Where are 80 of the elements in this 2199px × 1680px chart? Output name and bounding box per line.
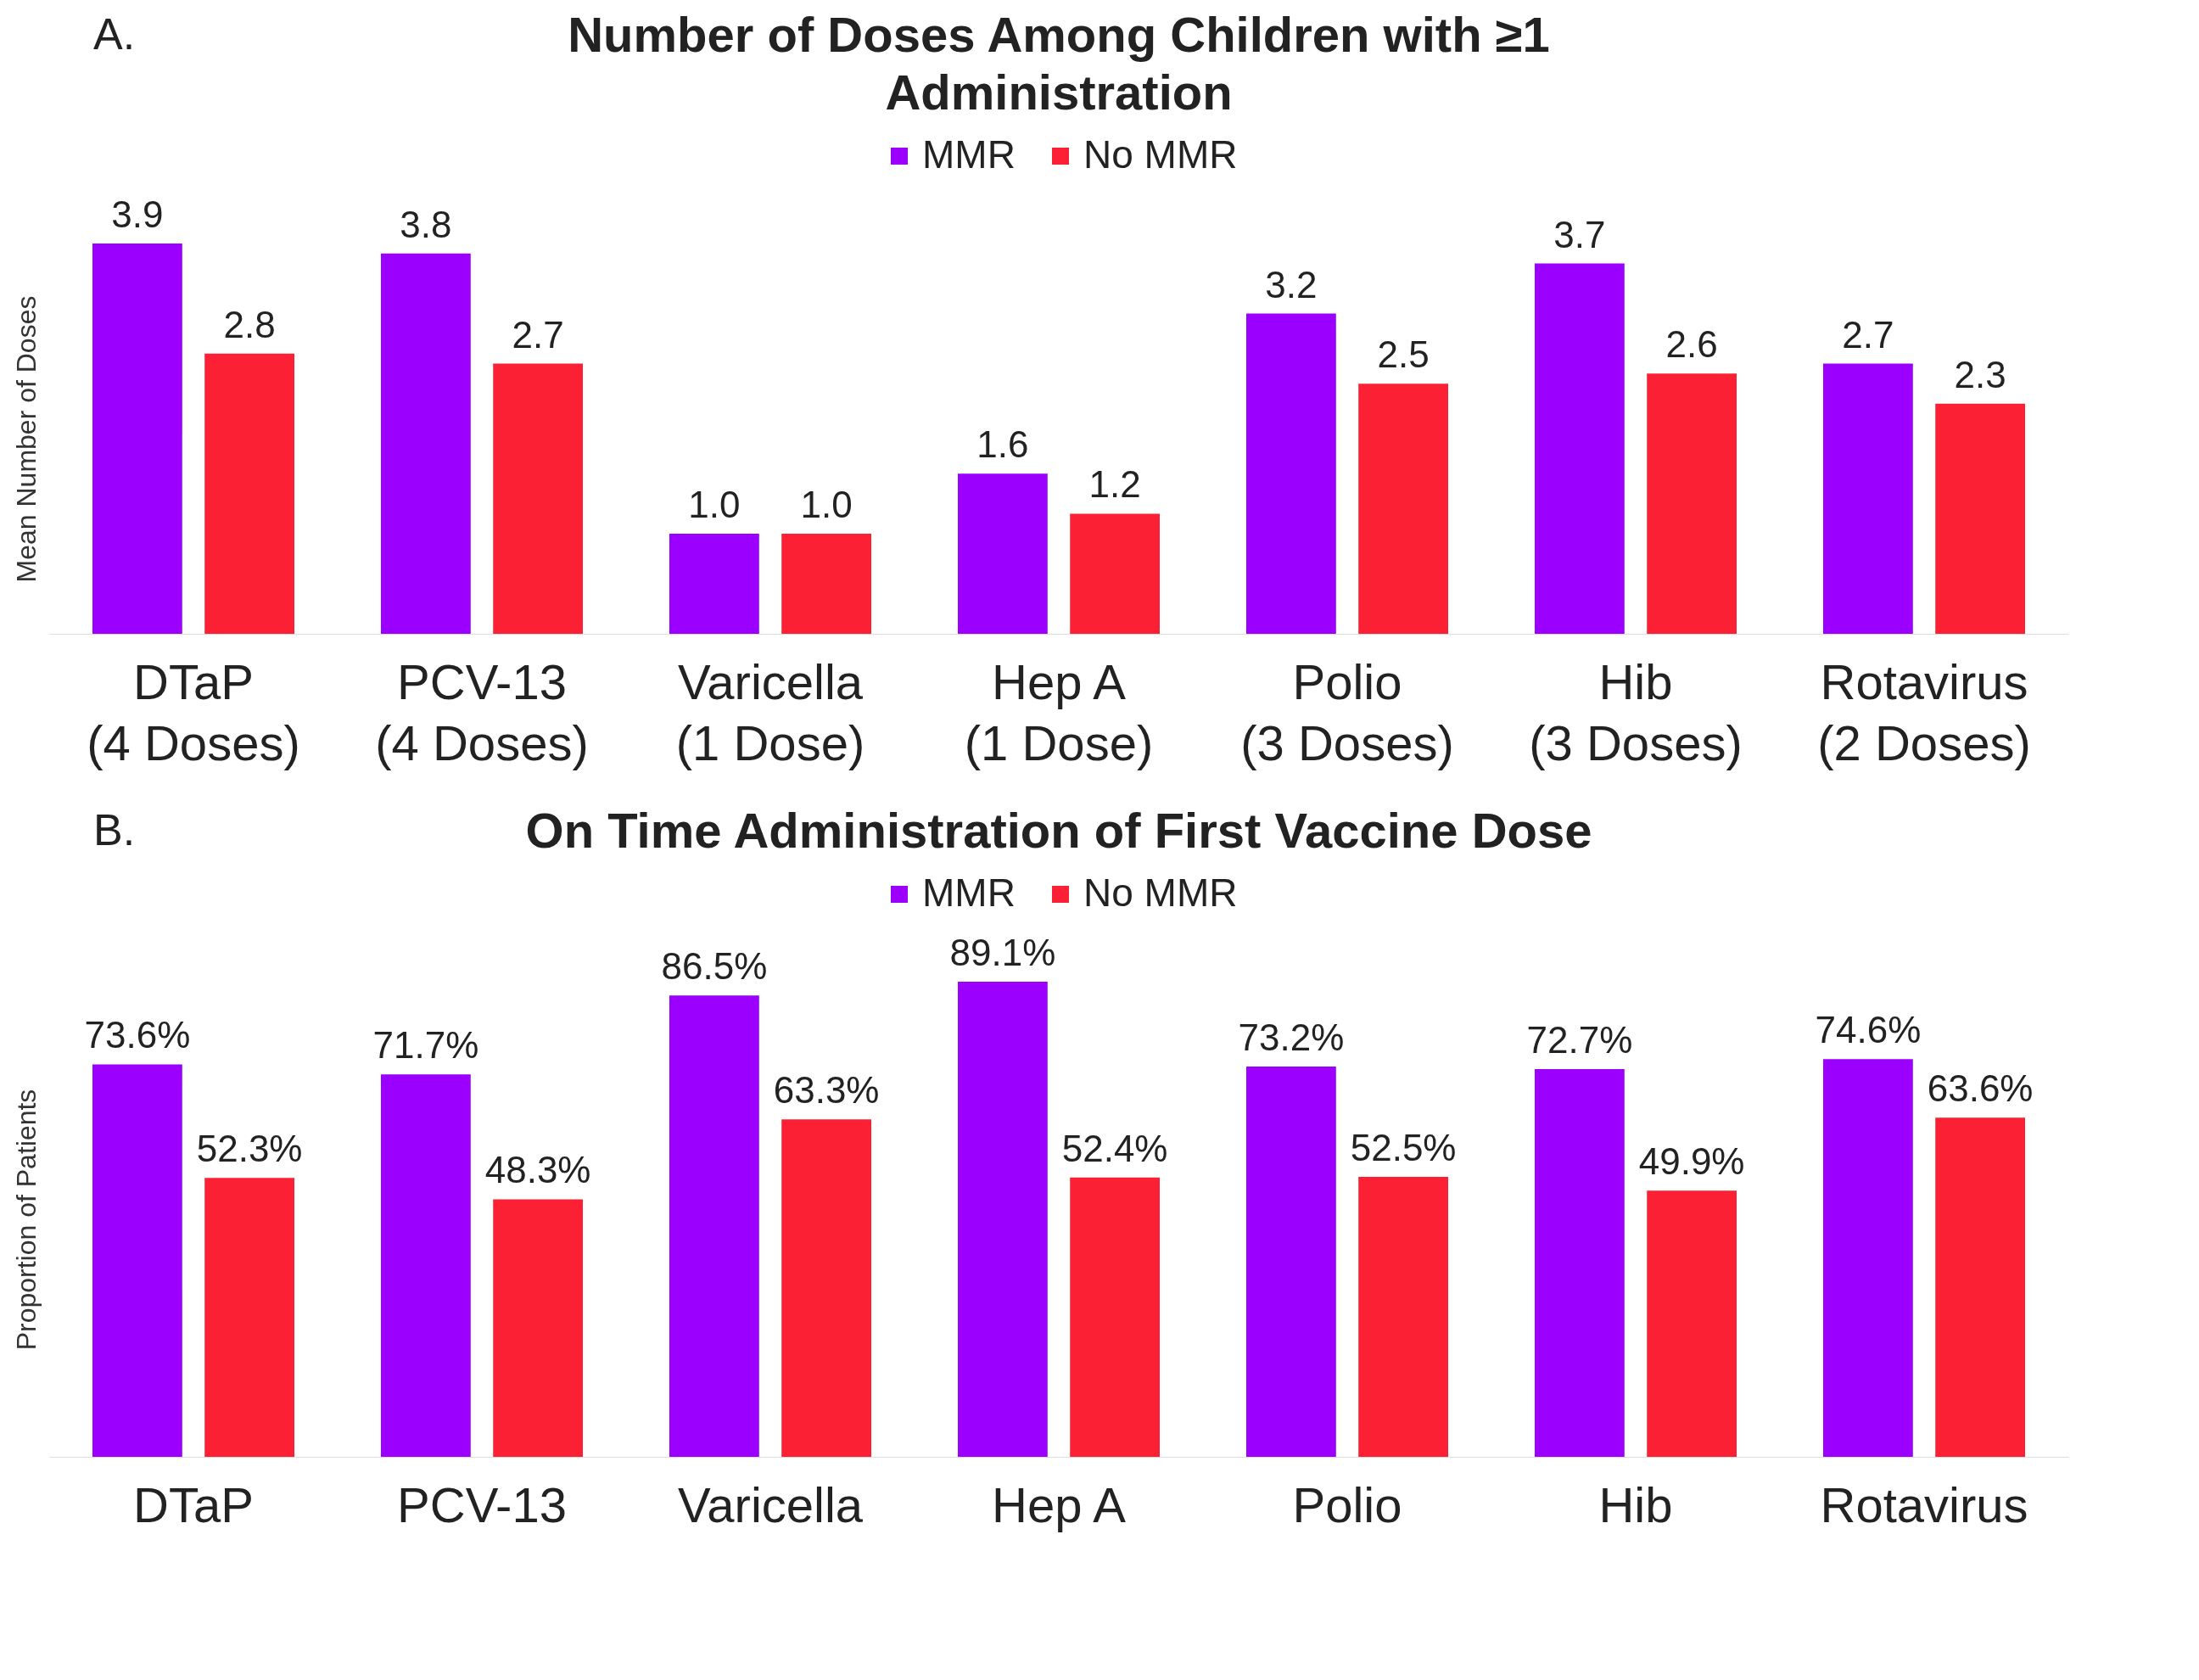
bar [1647, 373, 1737, 634]
x-tick-label: DTaP (4 Doses) [87, 653, 300, 770]
data-label: 2.6 [1665, 323, 1718, 366]
bar [1935, 1117, 2025, 1457]
chart-title: Number of Doses Among Children with ≥1 Administration [568, 7, 1550, 120]
x-tick-label: Rotavirus (2 Doses) [1817, 653, 2031, 770]
x-tick-label: Hep A [992, 1476, 1127, 1532]
bar [1935, 403, 2025, 634]
data-label: 63.3% [773, 1069, 880, 1112]
text: A. [93, 8, 136, 59]
bar [204, 1178, 294, 1457]
data-label: 2.7 [1842, 313, 1894, 356]
bar [204, 353, 294, 634]
data-label: 63.6% [1927, 1067, 2034, 1110]
bar [1535, 1069, 1625, 1457]
text: B. [93, 804, 136, 855]
bar [669, 995, 759, 1457]
bar [1358, 1177, 1448, 1457]
x-tick-label: Rotavirus [1820, 1476, 2028, 1532]
bar [1246, 313, 1336, 634]
data-label: 89.1% [949, 932, 1056, 973]
bar [1070, 1177, 1160, 1457]
data-label: 1.6 [976, 423, 1029, 466]
data-label: 49.9% [1638, 1140, 1745, 1183]
data-label: 52.4% [1061, 1127, 1168, 1169]
bar [92, 244, 182, 634]
bar [958, 473, 1048, 634]
x-tick-label: PCV-13 (4 Doses) [375, 653, 589, 770]
bar [1823, 1059, 1913, 1457]
y-axis-title: Proportion of Patients [10, 1089, 42, 1351]
data-label: 2.8 [223, 303, 276, 345]
bar [381, 253, 471, 634]
data-label: 52.3% [196, 1128, 303, 1170]
data-label: 73.6% [84, 1014, 191, 1056]
bar [781, 534, 871, 634]
data-label: 3.2 [1265, 263, 1318, 305]
data-label: 73.2% [1238, 1016, 1345, 1058]
x-tick-label: DTaP [133, 1476, 254, 1532]
data-label: 1.0 [800, 484, 853, 526]
bar [958, 982, 1048, 1457]
bar [669, 534, 759, 634]
data-label: 86.5% [661, 945, 768, 988]
data-label: 3.7 [1553, 213, 1606, 255]
chart-title: On Time Administration of First Vaccine Dose [525, 803, 1592, 858]
data-label: 1.2 [1088, 463, 1141, 506]
data-label: 2.7 [512, 313, 564, 356]
data-label: 3.9 [111, 193, 164, 235]
bar [493, 363, 583, 634]
bar [381, 1074, 471, 1457]
x-tick-label: Hep A (1 Dose) [964, 653, 1154, 770]
bar [1358, 384, 1448, 634]
data-label: 52.5% [1350, 1127, 1457, 1169]
x-tick-label: Polio (3 Doses) [1240, 653, 1454, 770]
x-tick-label: Hib [1598, 1476, 1673, 1532]
data-label: 1.0 [688, 484, 741, 526]
y-axis-title: Mean Number of Doses [10, 295, 42, 583]
bar [781, 1119, 871, 1457]
bar [92, 1064, 182, 1457]
data-label: 71.7% [372, 1024, 479, 1067]
bar [1647, 1190, 1737, 1457]
data-label: 2.3 [1954, 353, 2006, 395]
bar [1535, 263, 1625, 634]
data-label: 2.5 [1377, 333, 1430, 376]
legend-label: No MMR [1083, 871, 1238, 915]
data-label: 48.3% [484, 1149, 591, 1191]
data-label: 72.7% [1526, 1019, 1633, 1061]
bar [1070, 513, 1160, 634]
bar [1823, 363, 1913, 634]
data-label: 3.8 [400, 203, 452, 245]
x-tick-label: Varicella [677, 1476, 864, 1532]
bar [1246, 1066, 1336, 1457]
bar [493, 1199, 583, 1457]
legend-label: No MMR [1083, 132, 1238, 176]
legend-label: MMR [922, 871, 1016, 915]
legend-label: MMR [922, 132, 1016, 176]
x-tick-label: PCV-13 [397, 1476, 567, 1532]
x-tick-label: Hib (3 Doses) [1529, 653, 1743, 770]
x-tick-label: Varicella (1 Dose) [675, 653, 865, 770]
data-label: 74.6% [1815, 1009, 1922, 1051]
x-tick-label: Polio [1292, 1476, 1402, 1532]
